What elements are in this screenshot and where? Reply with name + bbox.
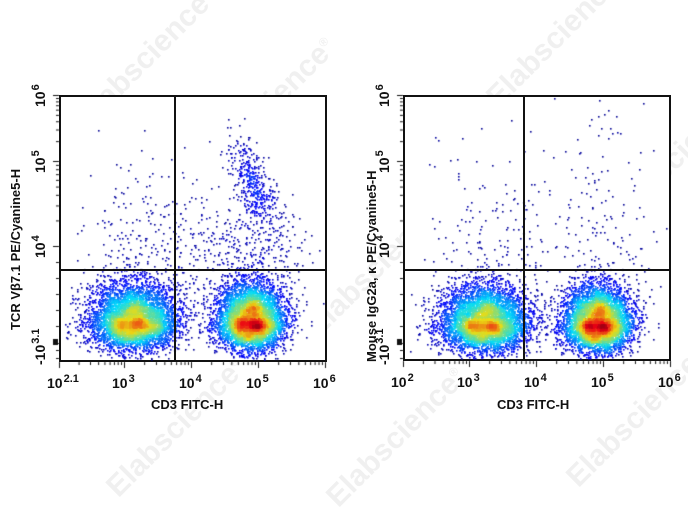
x-tick-label: 104	[179, 373, 202, 391]
right-x-axis-label: CD3 FITC-H	[497, 397, 570, 412]
x-tick-label: 105	[591, 372, 614, 390]
right-quadrant-vertical-gate[interactable]	[523, 95, 525, 361]
y-tick-label: 105	[30, 150, 48, 173]
y-tick-label: 106	[374, 84, 392, 107]
density-dot-canvas	[0, 0, 688, 490]
y-tick-label: 104	[30, 235, 48, 258]
y-tick-label: 106	[30, 84, 48, 107]
right-quadrant-horizontal-gate[interactable]	[403, 269, 671, 271]
y-tick-label: 105	[374, 150, 392, 173]
left-quadrant-horizontal-gate[interactable]	[59, 269, 327, 271]
x-tick-label: 102	[391, 372, 414, 390]
left-x-axis-label: CD3 FITC-H	[151, 397, 224, 412]
y-tick-label: -103.1	[30, 328, 48, 365]
x-tick-label: 105	[246, 373, 269, 391]
x-tick-label: 106	[658, 372, 681, 390]
y-tick-label: -103.1	[374, 328, 392, 365]
y-tick-label: 104	[374, 235, 392, 258]
x-tick-label: 103	[457, 372, 480, 390]
left-quadrant-vertical-gate[interactable]	[174, 95, 176, 362]
x-tick-label: 104	[524, 372, 547, 390]
x-tick-label: 102.1	[47, 373, 79, 391]
left-y-axis-label: TCR Vβ7.1 PE/Cyanine5-H	[8, 168, 23, 330]
x-tick-label: 106	[313, 373, 336, 391]
x-tick-label: 103	[112, 373, 135, 391]
